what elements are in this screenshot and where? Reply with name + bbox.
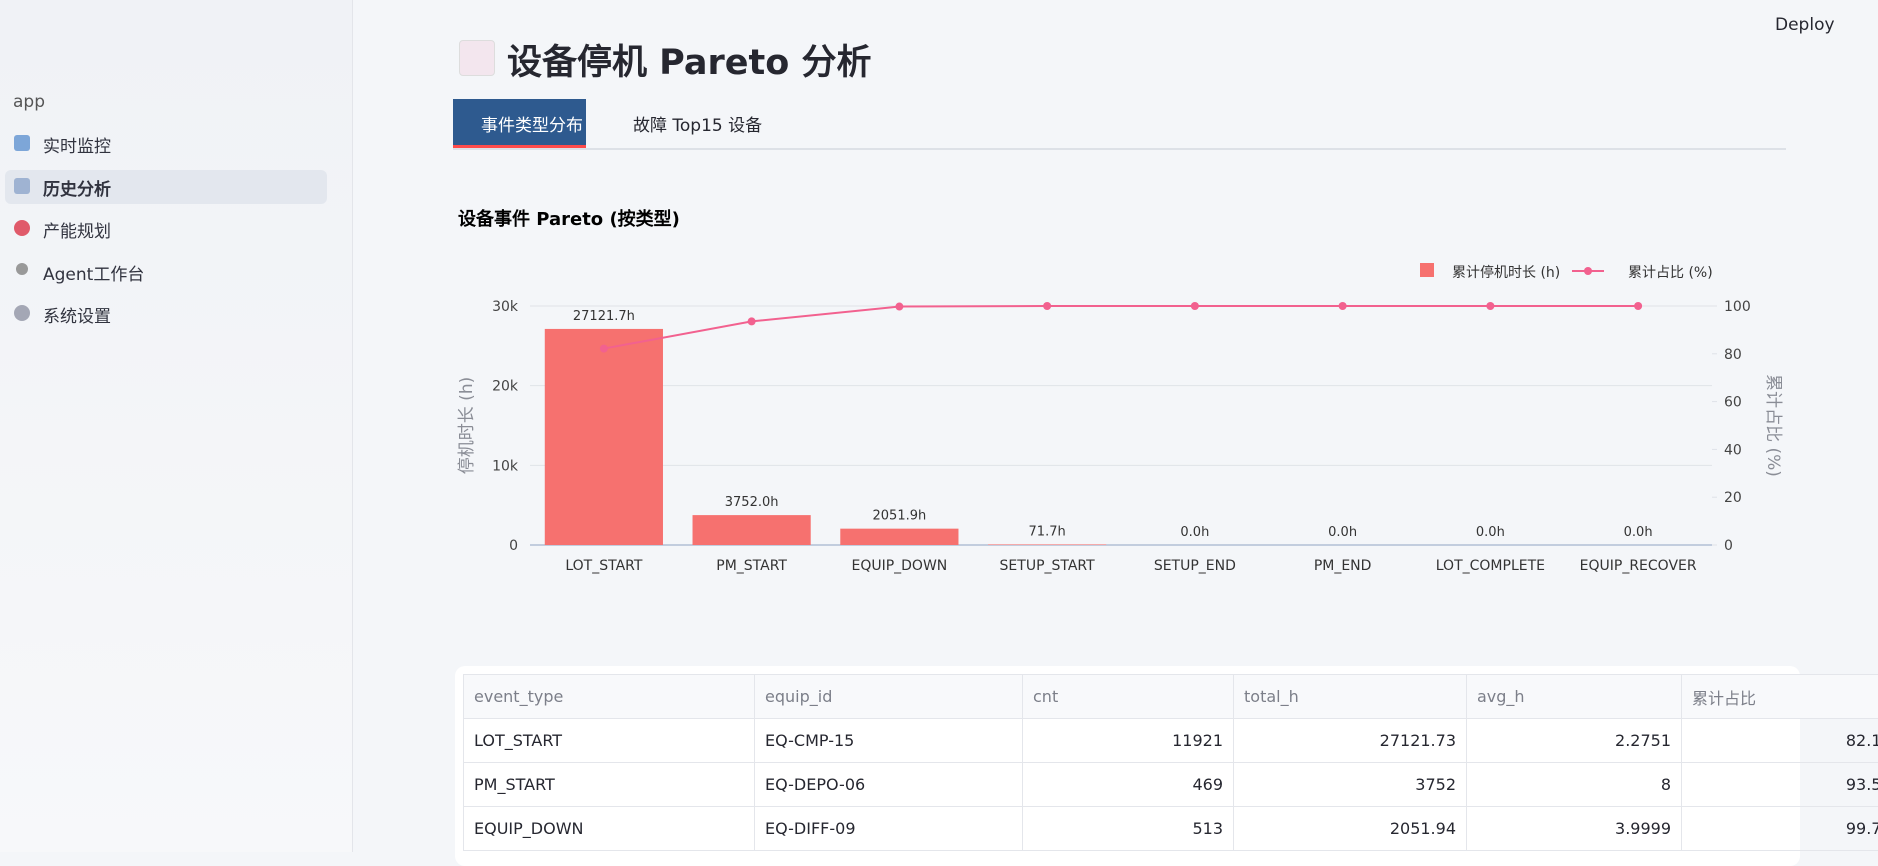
- y-axis-title: 停机时长 (h): [457, 377, 477, 474]
- y-tick-label: 10k: [492, 458, 519, 474]
- bar: [545, 329, 663, 545]
- value-label: 2051.9h: [873, 509, 927, 524]
- table-cell: 8: [1467, 763, 1682, 807]
- legend-swatch: [1584, 267, 1592, 275]
- table-cell: 2051.94: [1234, 807, 1467, 851]
- x-tick-label: SETUP_START: [1000, 558, 1096, 574]
- column-header: event_type: [464, 675, 755, 719]
- y2-axis-title: 累计占比 (%): [1763, 374, 1783, 477]
- table-cell: 513: [1023, 807, 1234, 851]
- y2-tick-label: 0: [1724, 538, 1733, 554]
- bar: [840, 529, 958, 545]
- chart-title: 设备事件 Pareto (按类型): [458, 208, 680, 230]
- value-label: 0.0h: [1624, 525, 1653, 540]
- point: [600, 345, 608, 353]
- point: [1339, 302, 1347, 310]
- point: [748, 317, 756, 325]
- table-cell: EQUIP_DOWN: [464, 807, 755, 851]
- value-label: 71.7h: [1029, 524, 1066, 539]
- x-tick-label: SETUP_END: [1154, 558, 1236, 574]
- point: [1486, 302, 1494, 310]
- y2-tick-label: 100: [1724, 299, 1751, 315]
- table-cell: 3.9999: [1467, 807, 1682, 851]
- x-tick-label: EQUIP_RECOVER: [1580, 558, 1697, 574]
- value-label: 0.0h: [1180, 525, 1209, 540]
- point: [895, 303, 903, 311]
- point: [1191, 302, 1199, 310]
- y2-tick-label: 80: [1724, 347, 1742, 363]
- y2-tick-label: 60: [1724, 395, 1742, 411]
- table-cell: 93.5644: [1682, 763, 1878, 807]
- table-cell: 27121.73: [1234, 719, 1467, 763]
- line: [604, 306, 1638, 349]
- point: [1634, 302, 1642, 310]
- bar: [988, 544, 1106, 545]
- y-tick-label: 0: [509, 538, 518, 554]
- table-cell: 469: [1023, 763, 1234, 807]
- y2-tick-label: 40: [1724, 442, 1742, 458]
- table-row: EQUIP_DOWNEQ-DIFF-095132051.943.999999.7…: [464, 807, 1878, 851]
- column-header: total_h: [1234, 675, 1467, 719]
- table-cell: 3752: [1234, 763, 1467, 807]
- table-cell: LOT_START: [464, 719, 755, 763]
- table-cell: PM_START: [464, 763, 755, 807]
- table-cell: 2.2751: [1467, 719, 1682, 763]
- value-label: 27121.7h: [573, 309, 635, 324]
- legend-label: 累计占比 (%): [1628, 265, 1713, 281]
- value-label: 0.0h: [1476, 525, 1505, 540]
- table-cell: EQ-DIFF-09: [755, 807, 1023, 851]
- table-cell: 82.1937: [1682, 719, 1878, 763]
- bar: [693, 515, 811, 545]
- column-header: avg_h: [1467, 675, 1682, 719]
- x-tick-label: LOT_START: [565, 558, 643, 574]
- value-label: 0.0h: [1328, 525, 1357, 540]
- column-header: cnt: [1023, 675, 1234, 719]
- x-tick-label: PM_START: [716, 558, 787, 574]
- x-tick-label: LOT_COMPLETE: [1436, 558, 1545, 574]
- y2-tick-label: 20: [1724, 490, 1742, 506]
- table-cell: 99.7829: [1682, 807, 1878, 851]
- chart: 设备事件 Pareto (按类型) 0 10k 20k 30k 0 20 40 60 80 100…: [0, 0, 1878, 650]
- y-tick-label: 20k: [492, 379, 519, 395]
- column-header: equip_id: [755, 675, 1023, 719]
- column-header: 累计占比: [1682, 675, 1878, 719]
- table-cell: EQ-DEPO-06: [755, 763, 1023, 807]
- table-cell: EQ-CMP-15: [755, 719, 1023, 763]
- table-cell: 11921: [1023, 719, 1234, 763]
- point: [1043, 302, 1051, 310]
- legend-swatch: [1420, 263, 1434, 277]
- value-label: 3752.0h: [725, 495, 779, 510]
- y-tick-label: 30k: [492, 299, 519, 315]
- legend-label: 累计停机时长 (h): [1452, 264, 1560, 281]
- x-tick-label: PM_END: [1314, 558, 1372, 574]
- x-tick-label: EQUIP_DOWN: [851, 558, 947, 574]
